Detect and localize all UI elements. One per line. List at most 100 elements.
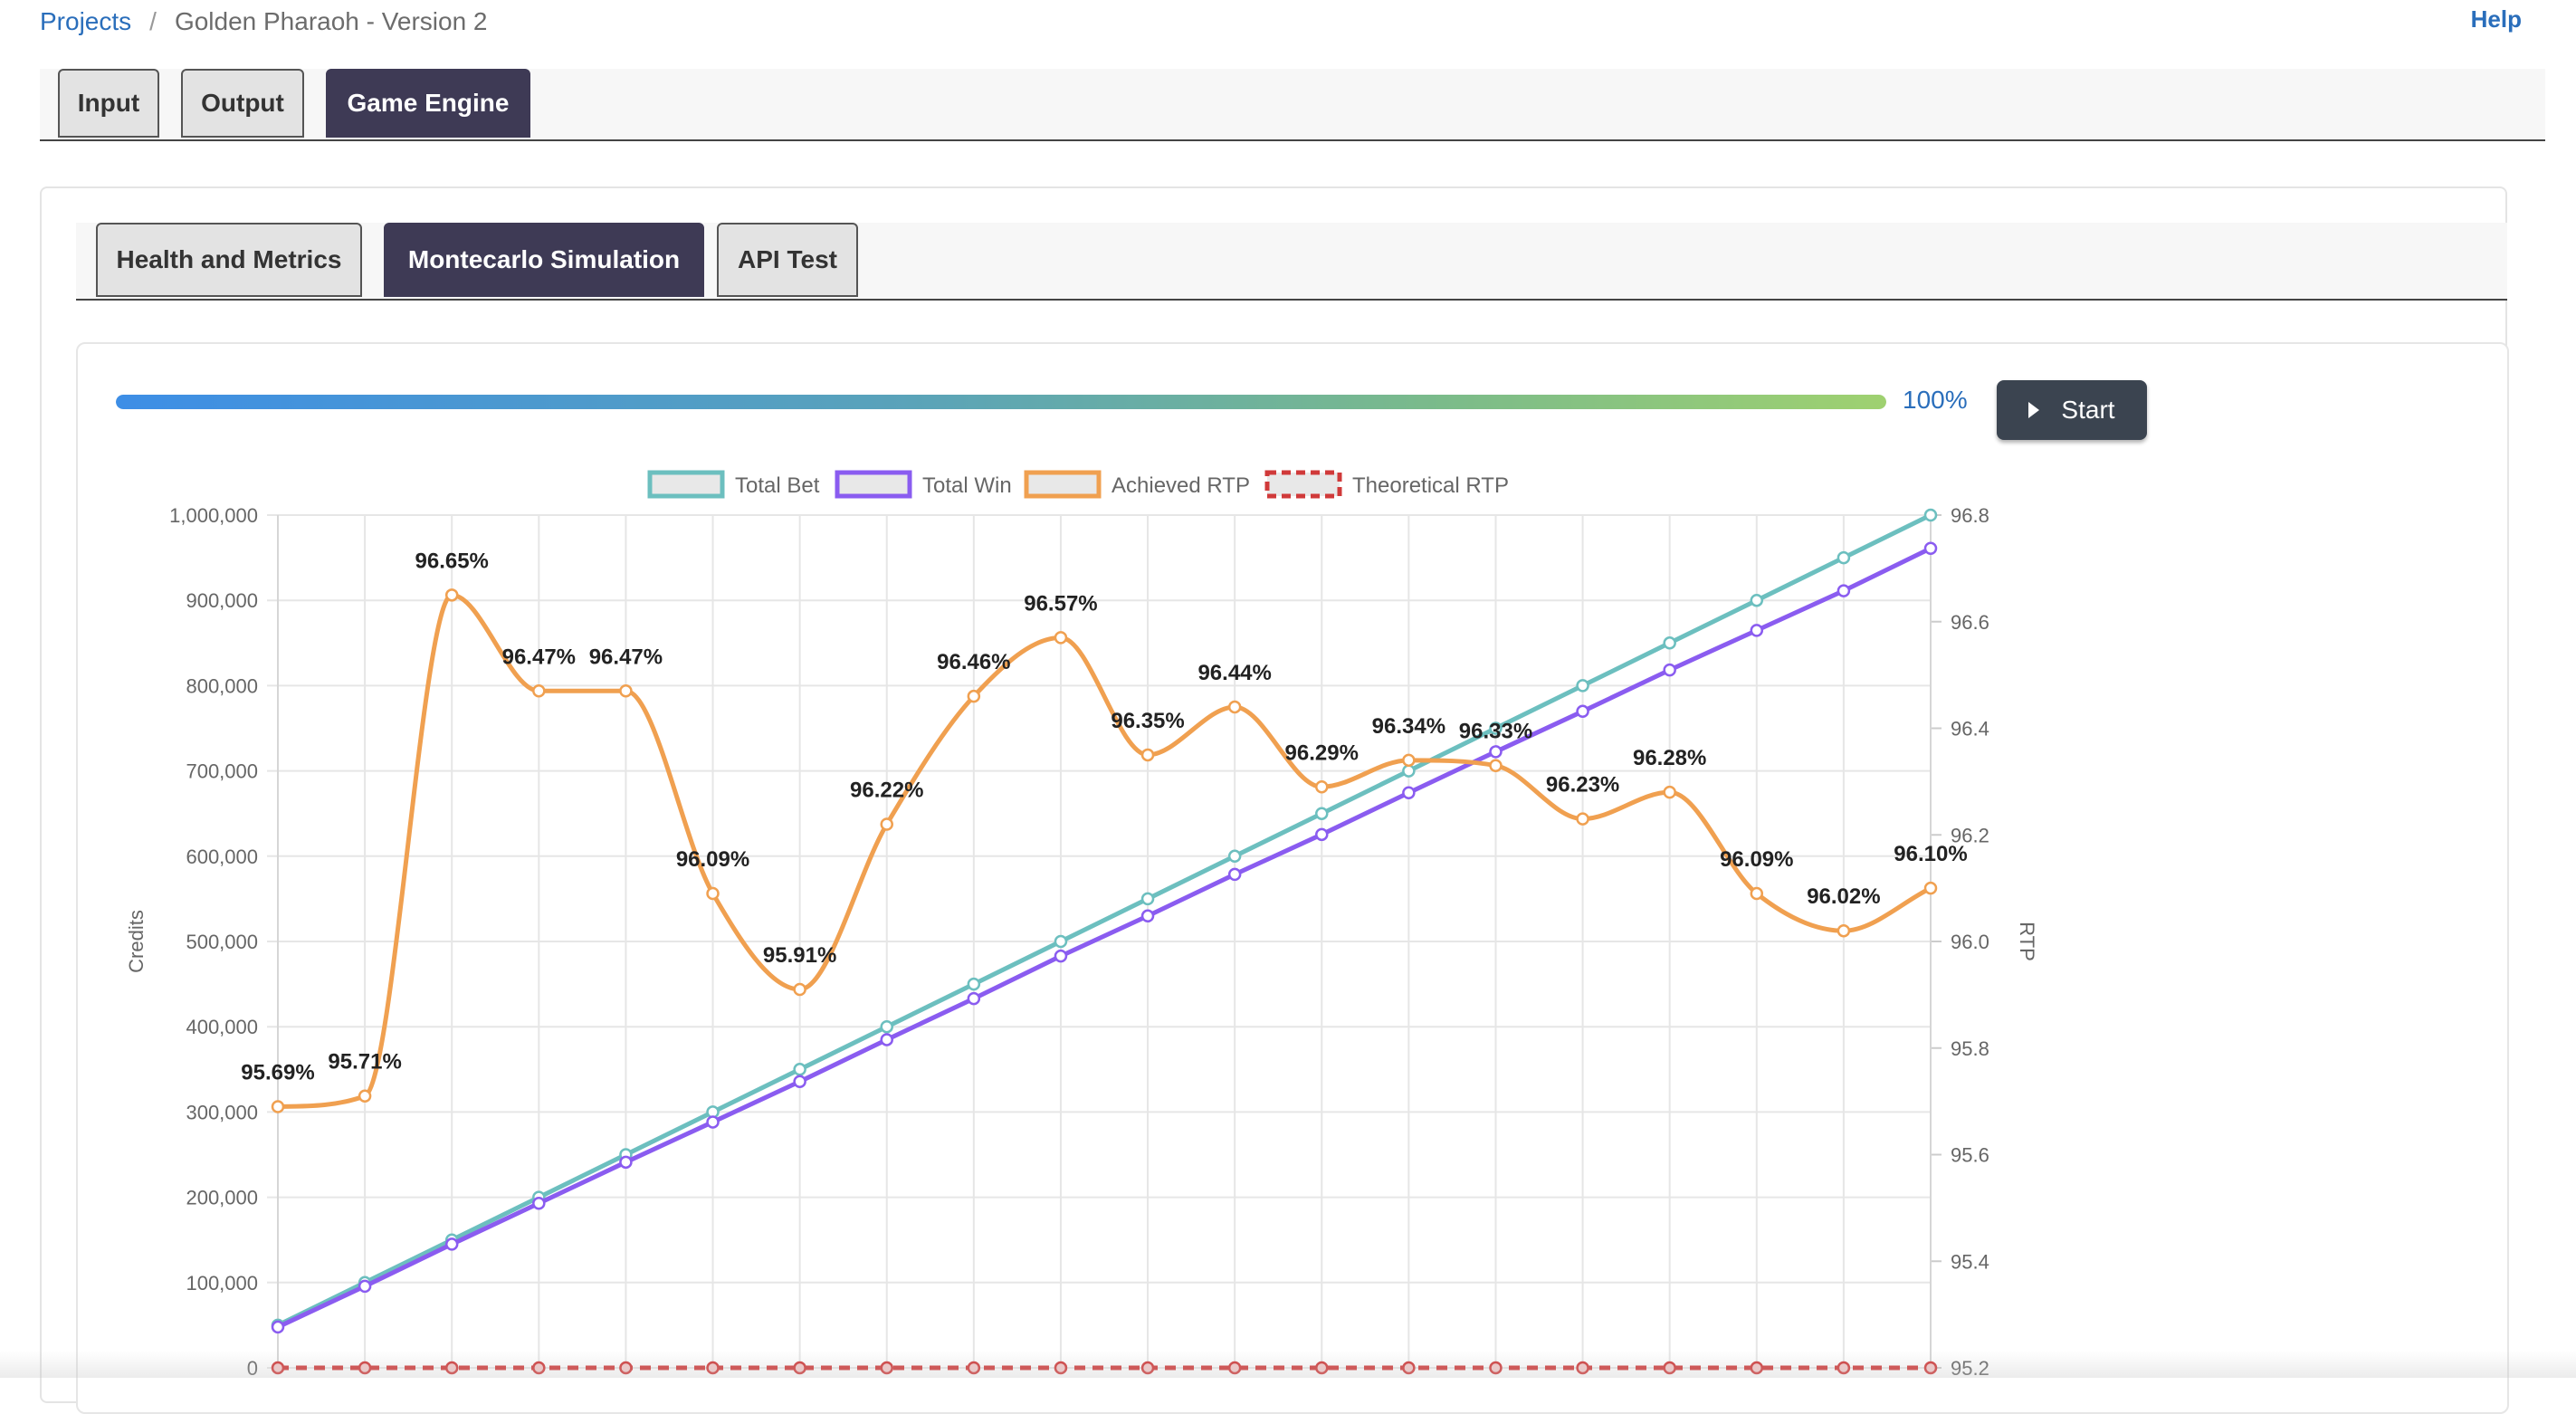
total-bet-point xyxy=(967,977,981,991)
theoretical-rtp-point xyxy=(1140,1361,1155,1375)
rtp-data-label: 96.28% xyxy=(1633,746,1706,770)
rtp-data-label: 96.09% xyxy=(676,847,749,872)
y-right-tick-label: 96.2 xyxy=(1951,824,1989,846)
theoretical-rtp-point xyxy=(706,1361,720,1375)
total-win-point xyxy=(1140,909,1155,923)
achieved-rtp-point xyxy=(1227,700,1242,714)
theoretical-rtp-point xyxy=(880,1361,893,1375)
theoretical-rtp-point xyxy=(358,1361,372,1375)
achieved-rtp-point xyxy=(706,886,720,901)
progress-label: 100% xyxy=(1903,386,1968,414)
play-icon xyxy=(2028,402,2040,418)
achieved-rtp-point xyxy=(444,588,459,602)
achieved-rtp-point xyxy=(1054,631,1068,645)
breadcrumb-separator: / xyxy=(149,7,157,35)
y-left-tick-label: 500,000 xyxy=(186,931,258,953)
simulation-chart: 0 100,000 200,000 300,000 400,000 500,000 600,… xyxy=(125,470,2038,1378)
total-win-point xyxy=(706,1115,720,1129)
rtp-data-label: 96.46% xyxy=(937,650,1010,674)
sub-tab-bar: Health and Metrics Montecarlo Simulation… xyxy=(76,223,2507,301)
rtp-data-label: 96.47% xyxy=(589,645,663,669)
theoretical-rtp-point xyxy=(1489,1361,1503,1375)
total-win-point xyxy=(1054,949,1068,963)
rtp-data-label: 96.65% xyxy=(415,549,489,573)
y-left-tick-label: 1,000,000 xyxy=(169,504,258,527)
achieved-rtp-point xyxy=(532,684,546,698)
legend-label-total-win: Total Win xyxy=(922,473,1012,498)
total-win-point xyxy=(271,1320,285,1334)
theoretical-rtp-point xyxy=(793,1361,806,1375)
legend-swatch-theoretical-rtp xyxy=(1264,470,1342,499)
theoretical-rtp-point xyxy=(1750,1361,1764,1375)
y-left-tick-label: 600,000 xyxy=(186,846,258,868)
y-right-tick-label: 96.8 xyxy=(1951,504,1989,527)
achieved-rtp-point xyxy=(1837,923,1851,938)
achieved-rtp-point xyxy=(880,817,893,831)
tab-game-engine[interactable]: Game Engine xyxy=(326,69,530,138)
total-bet-point xyxy=(1315,807,1329,820)
theoretical-rtp-point xyxy=(619,1361,633,1375)
rtp-data-label: 95.71% xyxy=(328,1050,401,1075)
y-left-tick-label: 200,000 xyxy=(186,1187,258,1209)
theoretical-rtp-point xyxy=(532,1361,546,1375)
total-win-point xyxy=(880,1033,893,1046)
rtp-data-label: 96.10% xyxy=(1894,842,1967,866)
total-bet-point xyxy=(1489,721,1503,735)
rtp-data-label: 96.23% xyxy=(1546,773,1619,798)
total-win-point xyxy=(1837,584,1851,597)
achieved-rtp-point xyxy=(1923,881,1938,895)
simulation-panel xyxy=(76,342,2509,1414)
total-bet-point xyxy=(1140,892,1155,906)
start-button-label: Start xyxy=(2061,396,2115,424)
total-win-point xyxy=(358,1279,372,1294)
theoretical-rtp-point xyxy=(1576,1361,1589,1375)
y-right-axis-title: RTP xyxy=(2016,922,2038,961)
help-link[interactable]: Help xyxy=(2470,5,2522,33)
y-left-tick-label: 900,000 xyxy=(186,589,258,612)
achieved-rtp-point xyxy=(1576,812,1589,826)
theoretical-rtp-point xyxy=(1923,1361,1938,1375)
legend-label-total-bet: Total Bet xyxy=(735,473,820,498)
rtp-data-label: 96.29% xyxy=(1285,740,1359,765)
rtp-data-label: 96.34% xyxy=(1372,714,1445,739)
total-win-point xyxy=(1576,704,1589,719)
total-win-point xyxy=(793,1075,806,1089)
tab-health-and-metrics[interactable]: Health and Metrics xyxy=(96,223,362,297)
total-win-line xyxy=(276,546,1932,1330)
breadcrumb-projects-link[interactable]: Projects xyxy=(40,7,132,35)
tab-api-test[interactable]: API Test xyxy=(717,223,858,297)
y-right-tick-label: 96.0 xyxy=(1951,931,1989,953)
total-bet-point xyxy=(1750,593,1764,607)
total-win-point xyxy=(967,991,981,1006)
rtp-data-label: 96.33% xyxy=(1459,720,1532,744)
total-win-point xyxy=(1750,624,1764,637)
legend-label-theoretical-rtp: Theoretical RTP xyxy=(1352,473,1509,498)
theoretical-rtp-point xyxy=(1315,1361,1329,1375)
achieved-rtp-point xyxy=(1315,780,1329,794)
achieved-rtp-point xyxy=(358,1089,372,1103)
total-win-point xyxy=(1315,827,1329,842)
start-button[interactable]: Start xyxy=(1997,380,2147,440)
rtp-data-label: 96.57% xyxy=(1024,591,1097,616)
achieved-rtp-point xyxy=(1402,753,1416,768)
total-win-point xyxy=(1489,745,1503,759)
theoretical-rtp-point xyxy=(271,1361,285,1375)
total-win-point xyxy=(1923,541,1938,555)
rtp-data-label: 95.69% xyxy=(241,1061,314,1085)
total-win-point xyxy=(532,1197,546,1210)
achieved-rtp-point xyxy=(271,1100,285,1113)
total-bet-point xyxy=(1227,849,1242,864)
tab-montecarlo-simulation[interactable]: Montecarlo Simulation xyxy=(384,223,704,297)
legend-label-achieved-rtp: Achieved RTP xyxy=(1111,473,1250,498)
theoretical-rtp-point xyxy=(1054,1361,1068,1375)
theoretical-rtp-point xyxy=(444,1361,459,1375)
tab-output[interactable]: Output xyxy=(181,69,304,138)
achieved-rtp-point xyxy=(1489,759,1503,772)
tab-input[interactable]: Input xyxy=(58,69,159,138)
y-right-tick-label: 96.6 xyxy=(1951,611,1989,634)
total-win-point xyxy=(1663,663,1676,677)
y-left-tick-label: 0 xyxy=(247,1357,258,1378)
total-win-point xyxy=(1402,786,1416,799)
total-bet-point xyxy=(793,1063,806,1076)
total-win-point xyxy=(619,1155,633,1170)
